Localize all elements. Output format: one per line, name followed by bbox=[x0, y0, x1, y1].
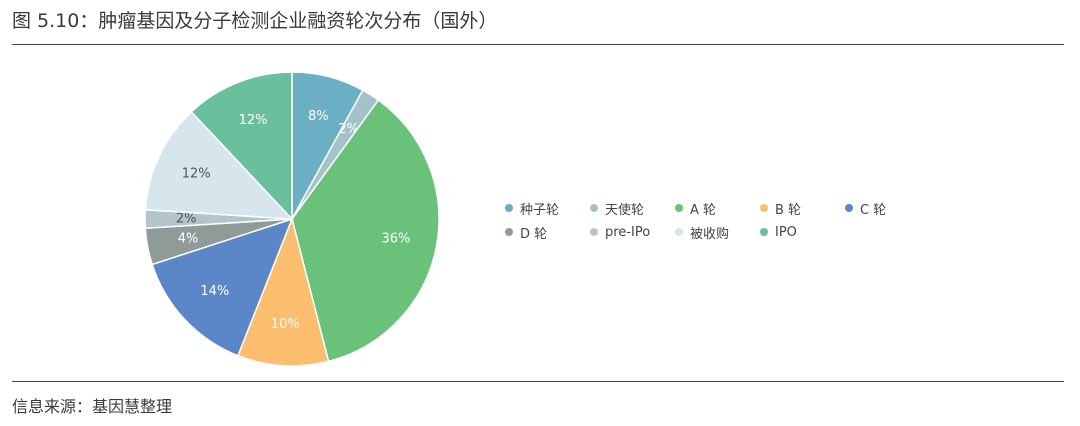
legend-label: IPO bbox=[775, 224, 797, 240]
legend-swatch bbox=[505, 204, 513, 212]
legend-swatch bbox=[505, 228, 513, 236]
legend-swatch bbox=[845, 204, 853, 212]
legend-swatch bbox=[590, 228, 598, 236]
legend-label: 种子轮 bbox=[520, 202, 560, 218]
legend-item-6: D 轮 bbox=[505, 224, 590, 242]
pie-slice-label-8: 12% bbox=[182, 166, 211, 181]
legend-label: pre-IPo bbox=[605, 224, 651, 240]
legend-item-7: pre-IPo bbox=[590, 224, 675, 240]
legend-swatch bbox=[760, 204, 768, 212]
legend-label: B 轮 bbox=[775, 202, 802, 218]
pie-slice-4 bbox=[236, 216, 330, 366]
pie-slice-label-1: 8% bbox=[308, 109, 329, 124]
legend-swatch bbox=[675, 204, 683, 212]
pie-slice-label-5: 14% bbox=[200, 284, 229, 299]
legend-item-2: 天使轮 bbox=[590, 200, 675, 218]
source-note: 信息来源：基因慧整理 bbox=[12, 397, 173, 416]
legend-label: 天使轮 bbox=[605, 202, 645, 218]
pie-slice-3 bbox=[291, 99, 440, 363]
title-divider bbox=[12, 44, 1064, 45]
legend-swatch bbox=[760, 228, 768, 236]
pie-slice-label-9: 12% bbox=[239, 113, 268, 128]
pie-slice-9 bbox=[190, 71, 293, 221]
legend-item-5: C 轮 bbox=[845, 200, 925, 218]
pie-slice-label-7: 2% bbox=[176, 212, 197, 227]
legend-swatch bbox=[675, 228, 683, 236]
legend-item-4: B 轮 bbox=[760, 200, 845, 218]
legend-label: D 轮 bbox=[520, 226, 548, 242]
legend-item-1: 种子轮 bbox=[505, 200, 590, 218]
pie-slice-label-4: 10% bbox=[271, 317, 300, 332]
source-divider bbox=[12, 381, 1064, 382]
legend-item-3: A 轮 bbox=[675, 200, 760, 218]
legend-item-9: IPO bbox=[760, 224, 845, 240]
chart-legend: 种子轮 天使轮 A 轮 B 轮 C 轮 D 轮 pre-IPo 被收购 IPO bbox=[505, 200, 925, 242]
pie-chart: 8%2%36%10%14%4%2%12%12% bbox=[144, 71, 440, 366]
legend-label: 被收购 bbox=[690, 226, 730, 242]
figure-title: 图 5.10：肿瘤基因及分子检测企业融资轮次分布（国外） bbox=[12, 10, 498, 32]
pie-slice-8 bbox=[144, 110, 294, 220]
legend-label: C 轮 bbox=[860, 202, 887, 218]
legend-label: A 轮 bbox=[690, 202, 717, 218]
pie-slice-label-6: 4% bbox=[178, 231, 199, 246]
legend-swatch bbox=[590, 204, 598, 212]
legend-item-8: 被收购 bbox=[675, 224, 760, 242]
pie-slice-label-3: 36% bbox=[382, 231, 411, 246]
